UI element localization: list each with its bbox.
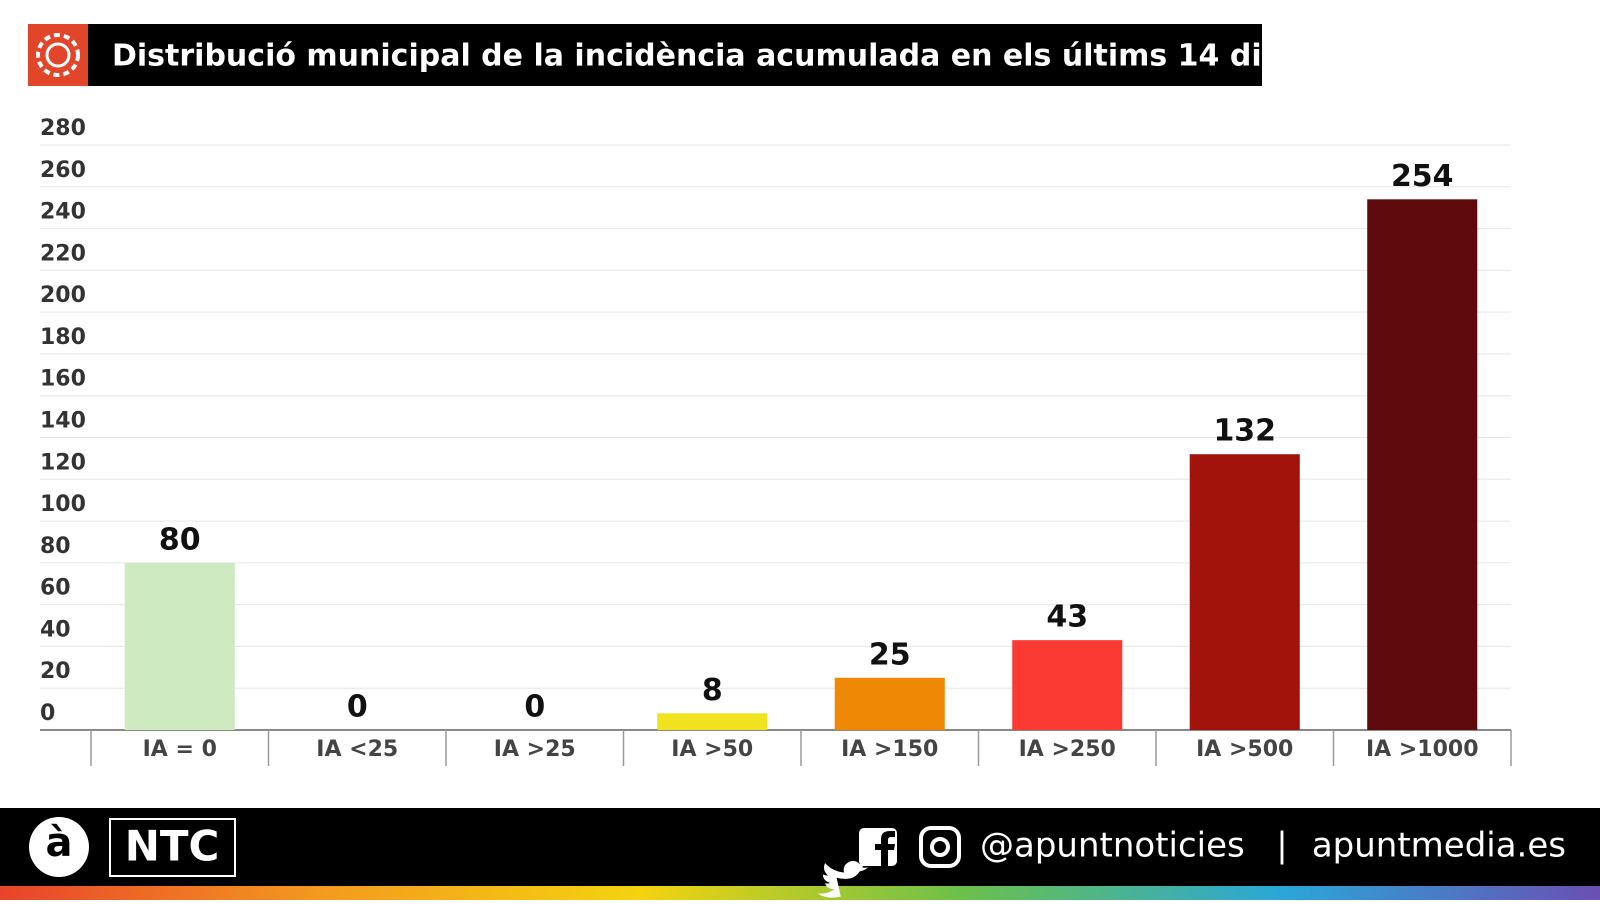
y-tick-label: 40 <box>40 617 71 642</box>
value-label: 0 <box>524 690 545 725</box>
y-tick-label: 280 <box>40 116 86 141</box>
y-tick-label: 200 <box>40 283 86 308</box>
bar <box>1367 199 1478 731</box>
y-tick-label: 240 <box>40 200 86 225</box>
x-tick-label: IA = 0 <box>143 737 217 762</box>
y-tick-label: 160 <box>40 367 86 392</box>
y-tick-label: 180 <box>40 325 86 350</box>
bar <box>124 562 235 730</box>
brand-box <box>109 818 236 877</box>
gear-icon <box>36 33 80 77</box>
x-tick-label: IA >500 <box>1196 737 1293 762</box>
footer-site: apuntmedia.es <box>1312 826 1566 866</box>
facebook-f <box>875 831 895 866</box>
twitter-icon <box>817 860 869 898</box>
footer-handle: @apuntnoticies <box>980 826 1245 866</box>
value-label: 254 <box>1391 159 1454 194</box>
value-label: 8 <box>702 673 723 708</box>
value-label: 132 <box>1213 414 1276 449</box>
rainbow-strip <box>0 886 1600 900</box>
chart-title: Distribució municipal de la incidència a… <box>112 39 1300 74</box>
x-tick-label: IA <25 <box>316 737 398 762</box>
y-tick-label: 120 <box>40 450 86 475</box>
gear-center <box>45 42 71 68</box>
x-tick-label: IA >25 <box>494 737 576 762</box>
bar <box>657 713 768 730</box>
footer-separator: | <box>1276 826 1287 866</box>
y-tick-label: 220 <box>40 241 86 266</box>
logo-circle <box>29 817 89 877</box>
instagram-icon <box>919 826 961 868</box>
title-bar <box>28 24 1262 86</box>
instagram-lens <box>930 837 950 857</box>
y-tick-label: 260 <box>40 158 86 183</box>
value-label: 0 <box>347 690 368 725</box>
value-label: 43 <box>1046 600 1088 635</box>
value-label: 80 <box>159 522 201 557</box>
x-tick-label: IA >150 <box>841 737 938 762</box>
bar <box>1189 454 1300 730</box>
x-tick-label: IA >1000 <box>1366 737 1479 762</box>
value-label: 25 <box>869 637 911 672</box>
y-tick-label: 140 <box>40 409 86 434</box>
brand: NTC <box>125 822 220 871</box>
y-tick-label: 60 <box>40 576 71 601</box>
bar <box>1012 640 1123 730</box>
x-tick-label: IA >250 <box>1019 737 1116 762</box>
y-tick-label: 20 <box>40 659 71 684</box>
y-tick-label: 100 <box>40 492 86 517</box>
bar <box>834 677 945 730</box>
y-tick-label: 0 <box>40 701 55 726</box>
footer-bar <box>0 808 1600 886</box>
logo-text: à <box>46 820 73 866</box>
y-tick-label: 80 <box>40 534 71 559</box>
x-tick-label: IA >50 <box>671 737 753 762</box>
